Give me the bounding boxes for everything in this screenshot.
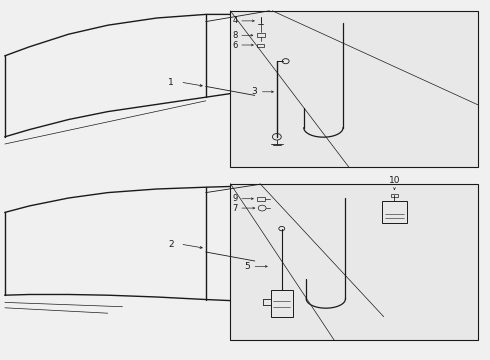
Text: 7: 7 [232,204,238,212]
Bar [230,11,478,167]
Text: 3: 3 [251,87,257,96]
Bar [270,290,293,317]
Text: 10: 10 [389,176,400,185]
Bar [230,184,478,340]
Text: 6: 6 [232,40,238,49]
Bar [257,44,264,47]
Text: 1: 1 [168,77,174,86]
Bar [391,194,398,197]
Text: 9: 9 [232,194,238,203]
Text: 8: 8 [232,31,238,40]
Bar [382,201,407,223]
Text: 5: 5 [244,262,250,271]
Text: 2: 2 [169,240,174,248]
Bar [257,197,265,201]
Text: 4: 4 [232,16,238,25]
Bar [257,33,265,37]
